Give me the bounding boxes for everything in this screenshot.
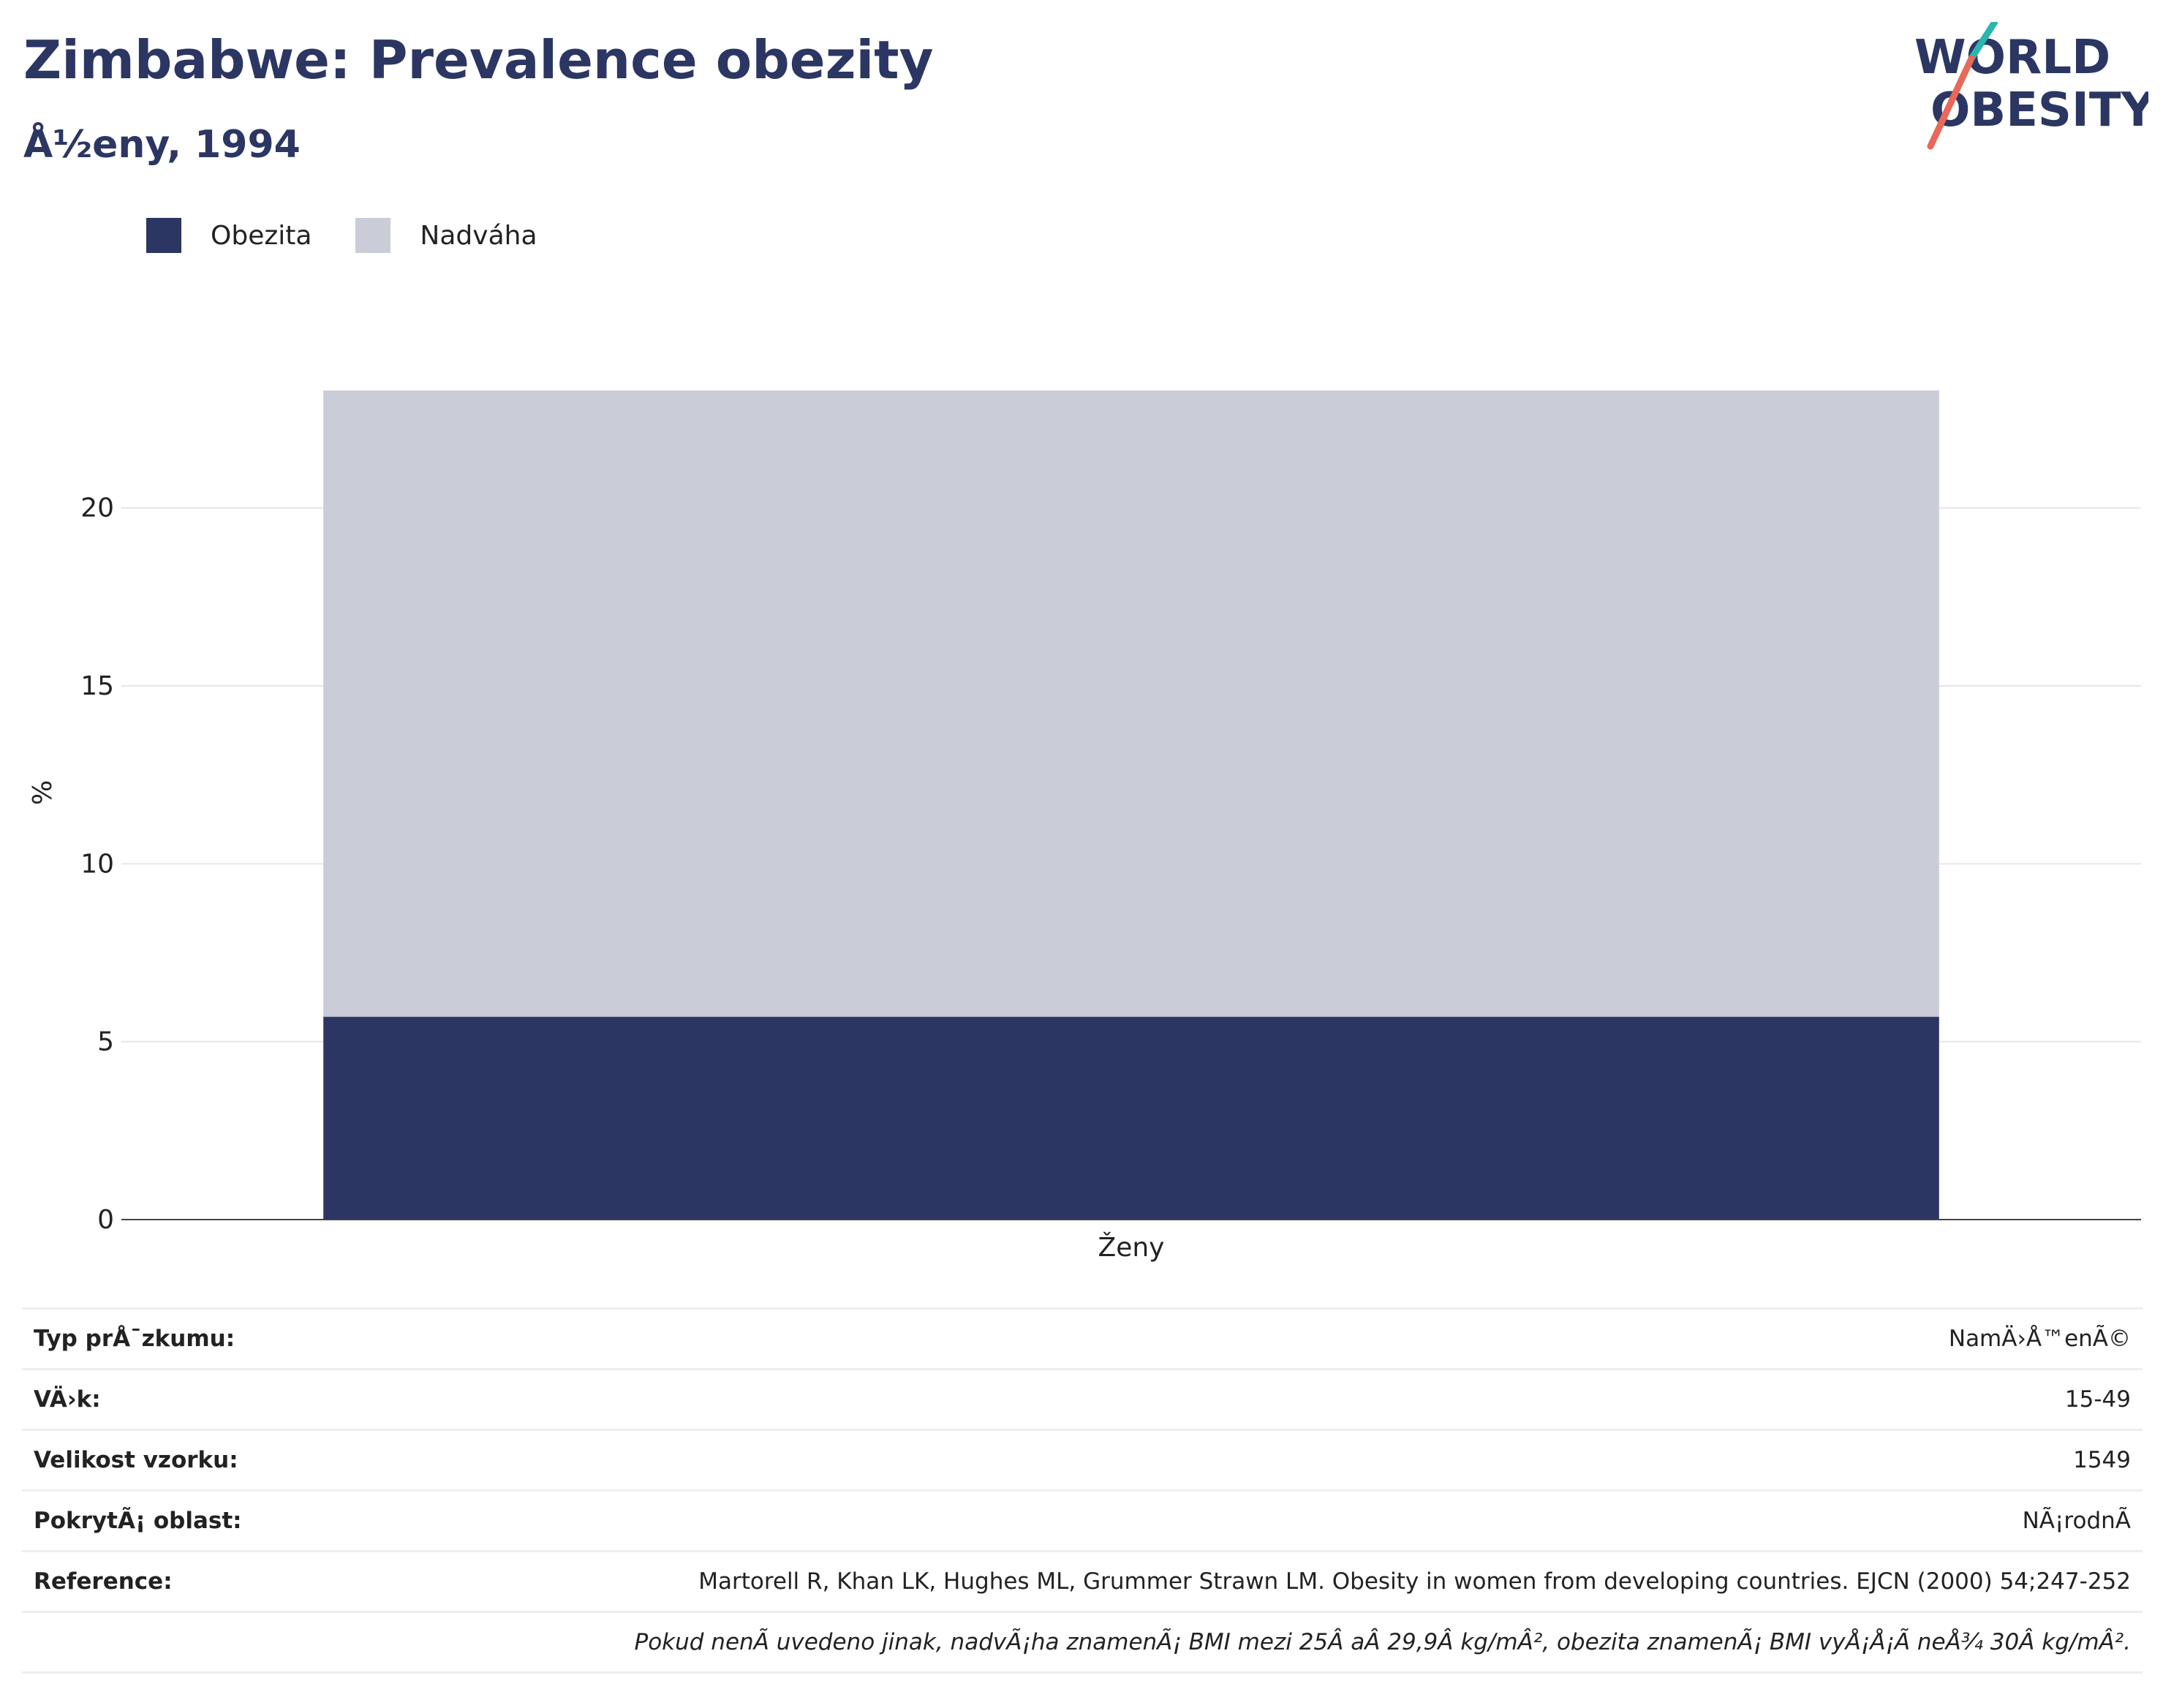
chart-title: Zimbabwe: Prevalence obezity (23, 29, 934, 91)
legend-label-nadvaha: Nadváha (420, 220, 537, 251)
legend: Obezita Nadváha (146, 218, 581, 253)
logo-slash-teal (1968, 18, 1998, 62)
chart-subtitle: Å½eny, 1994 (23, 123, 301, 167)
legend-swatch-obezita (146, 218, 181, 253)
info-value: NamÄ›Å™enÃ© (1948, 1326, 2131, 1352)
y-axis-label: % (28, 780, 58, 805)
legend-item-obezita[interactable]: Obezita (146, 218, 312, 253)
bar-chart: 0 5 10 15 20 Ženy% (28, 390, 2141, 1263)
info-key: Velikost vzorku: (34, 1447, 238, 1473)
info-key: VÄ›k: (34, 1386, 101, 1413)
info-row-reference: Reference: Martorell R, Khan LK, Hughes … (22, 1552, 2143, 1613)
legend-label-obezita: Obezita (211, 220, 312, 251)
logo-line1: WORLD (1914, 31, 2110, 85)
info-key: Reference: (34, 1568, 173, 1595)
bar-obezita (323, 1016, 1939, 1220)
info-row-age: VÄ›k: 15-49 (22, 1370, 2143, 1431)
logo-line2: OBESITY (1930, 83, 2148, 137)
info-value: Martorell R, Khan LK, Hughes ML, Grummer… (698, 1568, 2131, 1595)
info-key: Typ prÅ¯zkumu: (34, 1326, 235, 1352)
info-value: 15-49 (2064, 1386, 2131, 1413)
y-tick-label: 10 (80, 849, 114, 879)
info-value: NÃ¡rodnÃ (2022, 1508, 2131, 1534)
bar-nadvaha (323, 390, 1939, 1017)
x-tick-label: Ženy (1098, 1232, 1165, 1263)
y-tick-label: 15 (80, 671, 114, 701)
info-row-survey-type: Typ prÅ¯zkumu: NamÄ›Å™enÃ© (22, 1310, 2143, 1370)
info-row-note: Pokud nenÃ uvedeno jinak, nadvÃ¡ha zname… (22, 1613, 2143, 1674)
legend-item-nadvaha[interactable]: Nadváha (355, 218, 537, 253)
y-tick-label: 20 (80, 494, 114, 524)
info-key: PokrytÃ¡ oblast: (34, 1508, 242, 1534)
legend-swatch-nadvaha (355, 218, 391, 253)
y-tick-label: 0 (97, 1205, 114, 1235)
logo-slash-coral (1927, 55, 1975, 150)
y-tick-label: 5 (97, 1027, 114, 1057)
world-obesity-logo: WORLD OBESITY (1914, 18, 2155, 154)
info-row-sample-size: Velikost vzorku: 1549 (22, 1431, 2143, 1492)
info-table: Typ prÅ¯zkumu: NamÄ›Å™enÃ© VÄ›k: 15-49 V… (22, 1307, 2143, 1674)
info-row-area: PokrytÃ¡ oblast: NÃ¡rodnÃ (22, 1492, 2143, 1552)
footnote: Pokud nenÃ uvedeno jinak, nadvÃ¡ha zname… (634, 1629, 2131, 1655)
info-value: 1549 (2073, 1447, 2131, 1473)
